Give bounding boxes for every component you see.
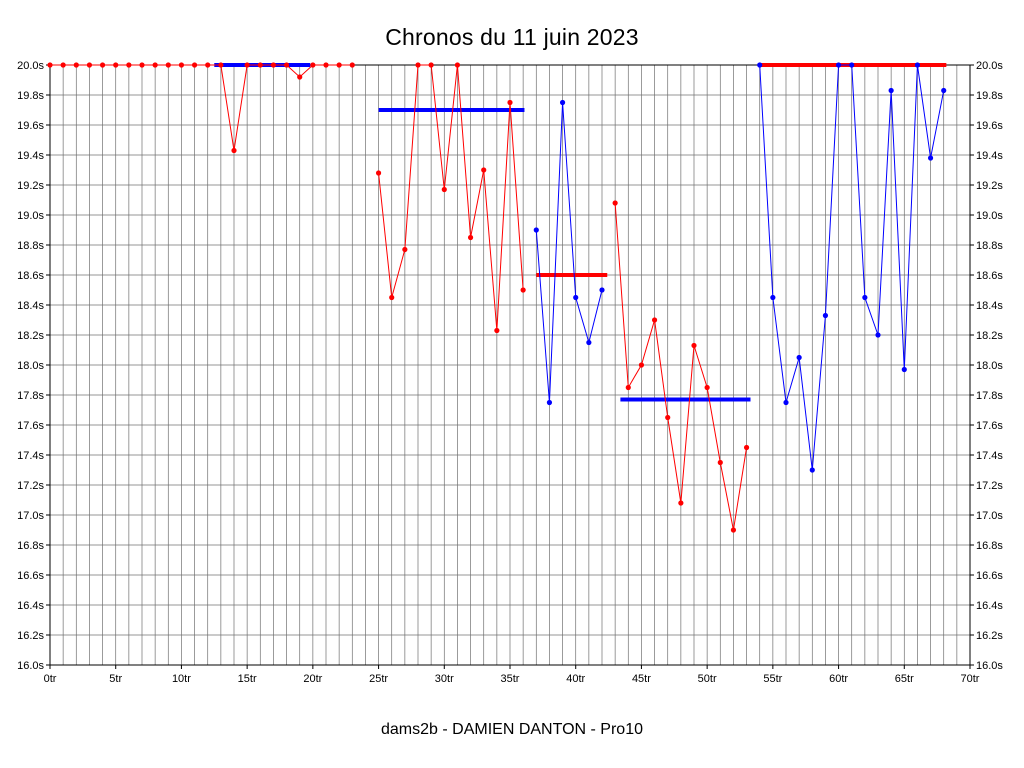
svg-text:45tr: 45tr: [632, 673, 651, 685]
svg-text:19.0s: 19.0s: [17, 210, 44, 222]
svg-text:19.2s: 19.2s: [976, 180, 1003, 192]
svg-text:30tr: 30tr: [435, 673, 454, 685]
svg-text:20tr: 20tr: [303, 673, 322, 685]
svg-text:19.8s: 19.8s: [976, 90, 1003, 102]
svg-text:17.8s: 17.8s: [976, 390, 1003, 402]
svg-text:19.4s: 19.4s: [17, 150, 44, 162]
svg-text:19.8s: 19.8s: [17, 90, 44, 102]
svg-text:20.0s: 20.0s: [976, 60, 1003, 72]
svg-text:17.2s: 17.2s: [17, 480, 44, 492]
svg-text:17.4s: 17.4s: [17, 450, 44, 462]
svg-text:17.8s: 17.8s: [17, 390, 44, 402]
svg-text:19.6s: 19.6s: [976, 120, 1003, 132]
svg-text:65tr: 65tr: [895, 673, 914, 685]
svg-text:18.2s: 18.2s: [976, 330, 1003, 342]
svg-text:15tr: 15tr: [238, 673, 257, 685]
svg-text:16.2s: 16.2s: [17, 630, 44, 642]
svg-text:16.6s: 16.6s: [976, 570, 1003, 582]
svg-text:20.0s: 20.0s: [17, 60, 44, 72]
svg-text:17.6s: 17.6s: [976, 420, 1003, 432]
svg-text:17.4s: 17.4s: [976, 450, 1003, 462]
svg-text:16.0s: 16.0s: [976, 660, 1003, 672]
svg-text:55tr: 55tr: [763, 673, 782, 685]
svg-text:18.4s: 18.4s: [17, 300, 44, 312]
svg-text:10tr: 10tr: [172, 673, 191, 685]
svg-text:17.2s: 17.2s: [976, 480, 1003, 492]
driver-caption: dams2b - DAMIEN DANTON - Pro10: [381, 721, 643, 738]
chart-title: Chronos du 11 juin 2023: [385, 24, 639, 50]
svg-text:70tr: 70tr: [961, 673, 980, 685]
svg-text:19.4s: 19.4s: [976, 150, 1003, 162]
svg-text:0tr: 0tr: [44, 673, 57, 685]
svg-text:18.0s: 18.0s: [976, 360, 1003, 372]
svg-text:18.0s: 18.0s: [17, 360, 44, 372]
svg-text:18.6s: 18.6s: [17, 270, 44, 282]
svg-text:17.0s: 17.0s: [17, 510, 44, 522]
svg-text:16.0s: 16.0s: [17, 660, 44, 672]
svg-text:60tr: 60tr: [829, 673, 848, 685]
svg-text:17.0s: 17.0s: [976, 510, 1003, 522]
svg-text:19.6s: 19.6s: [17, 120, 44, 132]
svg-text:18.8s: 18.8s: [17, 240, 44, 252]
svg-text:5tr: 5tr: [109, 673, 122, 685]
svg-text:18.8s: 18.8s: [976, 240, 1003, 252]
svg-text:40tr: 40tr: [566, 673, 585, 685]
svg-text:17.6s: 17.6s: [17, 420, 44, 432]
svg-text:18.6s: 18.6s: [976, 270, 1003, 282]
svg-text:19.0s: 19.0s: [976, 210, 1003, 222]
svg-text:16.8s: 16.8s: [17, 540, 44, 552]
svg-text:25tr: 25tr: [369, 673, 388, 685]
svg-text:16.4s: 16.4s: [976, 600, 1003, 612]
svg-text:19.2s: 19.2s: [17, 180, 44, 192]
svg-text:16.6s: 16.6s: [17, 570, 44, 582]
svg-text:18.4s: 18.4s: [976, 300, 1003, 312]
svg-text:16.8s: 16.8s: [976, 540, 1003, 552]
svg-text:16.2s: 16.2s: [976, 630, 1003, 642]
svg-text:16.4s: 16.4s: [17, 600, 44, 612]
svg-text:50tr: 50tr: [698, 673, 717, 685]
svg-text:35tr: 35tr: [501, 673, 520, 685]
svg-text:18.2s: 18.2s: [17, 330, 44, 342]
